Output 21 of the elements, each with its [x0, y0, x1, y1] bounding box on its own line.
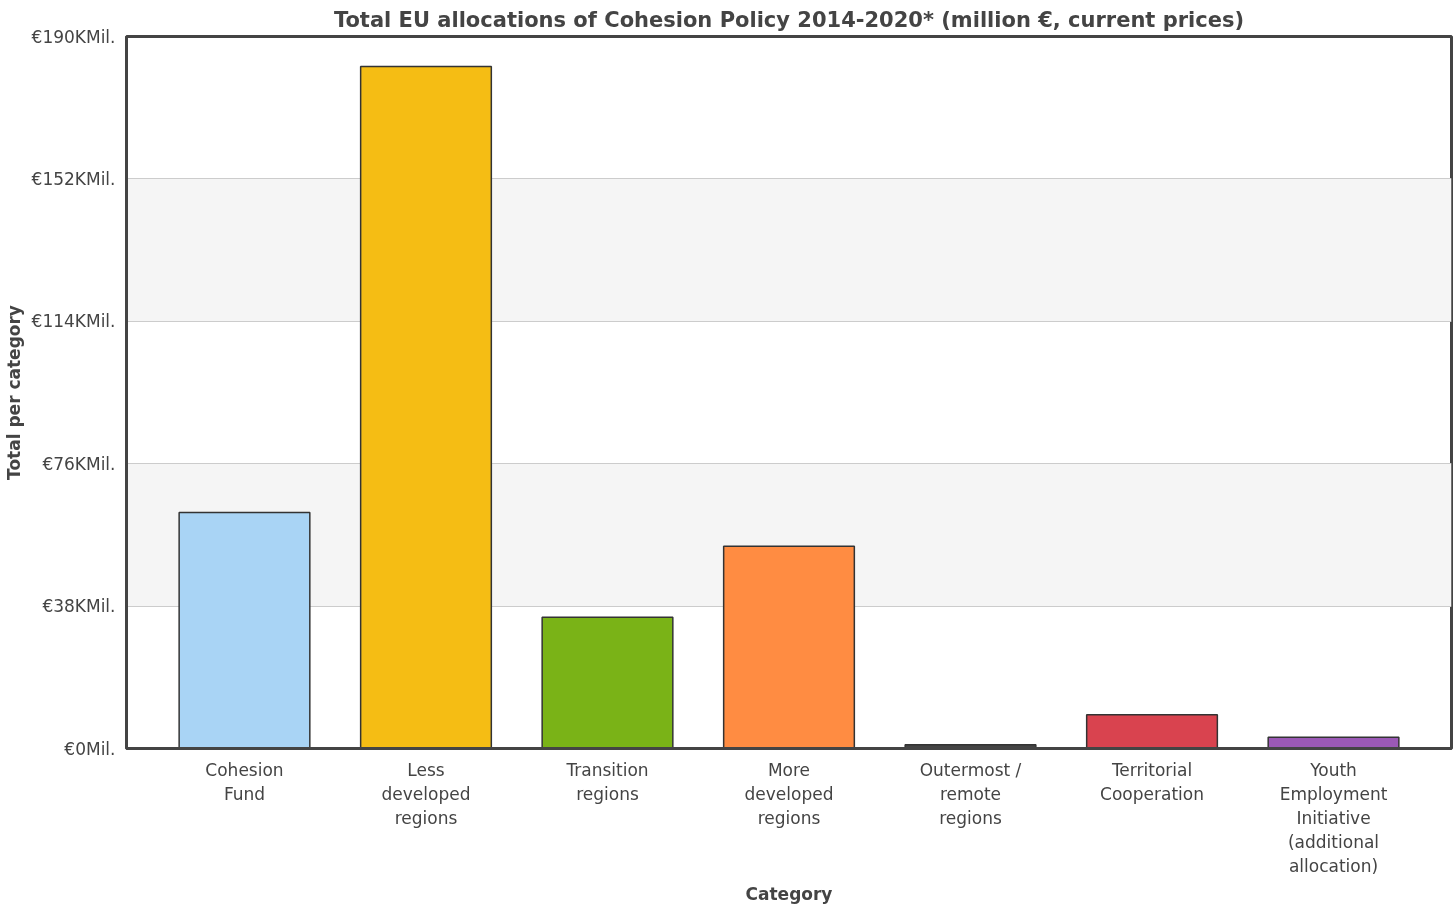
x-tick-label: Cohesion Fund — [205, 759, 284, 804]
y-tick-label: €0Mil. — [64, 738, 116, 759]
x-tick-label: Transition regions — [565, 759, 649, 804]
x-axis-title: Category — [745, 883, 833, 904]
bar — [1085, 714, 1219, 749]
y-tick-label: €152KMil. — [31, 168, 116, 189]
x-tick-label: More developed regions — [744, 759, 834, 828]
x-tick-label: Less developed regions — [381, 759, 471, 828]
bar — [541, 616, 674, 749]
bar — [178, 511, 311, 749]
y-tick-label: €114KMil. — [31, 311, 116, 332]
chart-title: Total EU allocations of Cohesion Policy 2014-2020* (million €, current prices) — [333, 7, 1245, 32]
x-tick-label: Territorial Cooperation — [1100, 759, 1204, 804]
bar — [359, 65, 493, 749]
y-tick-label: €190KMil. — [31, 26, 116, 47]
y-tick-label: €38KMil. — [42, 596, 116, 617]
y-tick-label: €76KMil. — [42, 453, 116, 474]
y-axis-title: Total per category — [3, 305, 24, 480]
x-tick-label: Outermost / remote regions — [919, 759, 1022, 828]
x-tick-label: Youth Employment Initiative (additional allocation) — [1279, 759, 1388, 876]
bar — [722, 545, 856, 749]
